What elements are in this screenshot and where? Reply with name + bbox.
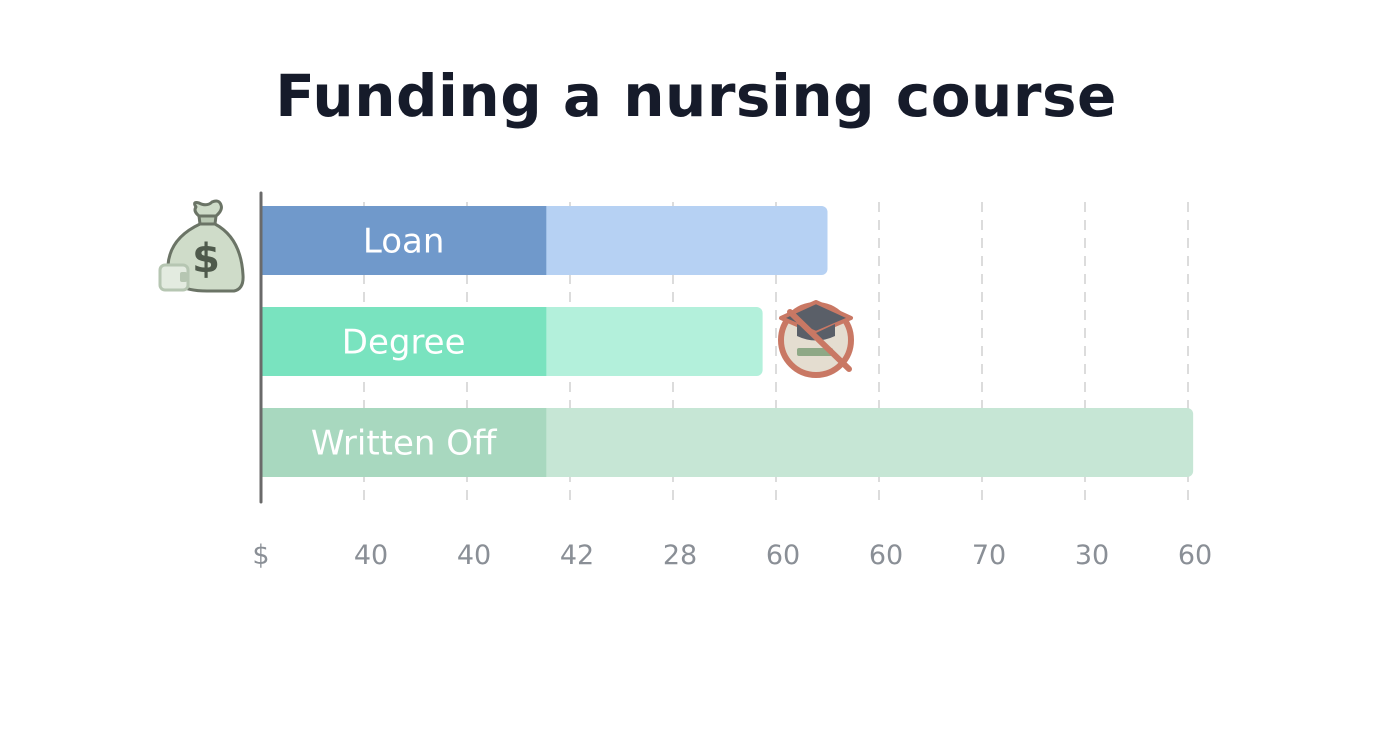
x-tick-label: 70 [972, 540, 1006, 571]
bars-group: Loan Degree Written Off [261, 206, 1194, 477]
x-tick-label: 30 [1075, 540, 1109, 571]
x-tick-label: 60 [766, 540, 800, 571]
bar-dark-segment [261, 408, 547, 477]
bar-dark-segment [261, 307, 547, 376]
bar-label: Degree [342, 323, 466, 363]
x-tick-label: 60 [869, 540, 903, 571]
bar-label: Loan [363, 222, 445, 262]
bar: Degree [261, 307, 763, 376]
no-graduation-cap-icon [778, 300, 854, 378]
chart-title: Funding a nursing course [275, 62, 1117, 130]
money-bag-icon: $ [158, 199, 245, 293]
bar-dark-segment [261, 206, 547, 275]
x-tick-label: 60 [1178, 540, 1212, 571]
bar-label: Written Off [311, 424, 498, 464]
x-tick-label: 42 [560, 540, 594, 571]
svg-text:$: $ [192, 236, 220, 282]
bar: Written Off [261, 408, 1194, 477]
bar: Loan [261, 206, 828, 275]
x-tick-label: 28 [663, 540, 697, 571]
x-tick-label: 40 [354, 540, 388, 571]
x-tick-label: $ [252, 540, 269, 571]
x-tick-labels: $40 40 42 28 60 60 70 30 60 [252, 540, 1212, 571]
x-tick-label: 40 [457, 540, 491, 571]
